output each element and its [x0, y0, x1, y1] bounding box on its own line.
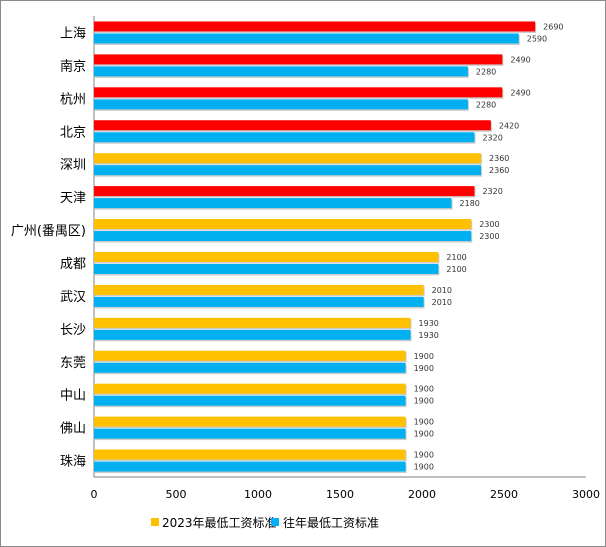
legend-label-2023: 2023年最低工资标准 [162, 516, 277, 530]
bar-previous [94, 198, 452, 209]
data-label-previous: 2300 [479, 232, 499, 241]
category-label: 成都 [60, 257, 86, 272]
data-label-previous: 1900 [414, 364, 434, 373]
data-label-previous: 2360 [489, 166, 509, 175]
category-label: 南京 [60, 58, 86, 74]
bar-2023 [94, 416, 406, 427]
category-label: 中山 [60, 389, 86, 404]
bar-2023 [94, 87, 503, 98]
x-tick-label: 3000 [572, 488, 600, 501]
category-label: 东莞 [60, 356, 86, 371]
x-tick-label: 1000 [244, 488, 272, 501]
data-label-2023: 1900 [414, 418, 434, 427]
data-label-2023: 2490 [510, 55, 530, 64]
bar-2023 [94, 449, 406, 460]
data-label-previous: 2280 [476, 67, 496, 76]
x-tick-label: 0 [91, 488, 98, 501]
bar-2023 [94, 383, 406, 394]
data-label-2023: 2420 [499, 121, 519, 130]
category-label: 北京 [60, 125, 86, 140]
legend-swatch-2023 [151, 518, 159, 526]
x-tick-label: 500 [166, 488, 187, 501]
category-label: 佛山 [60, 422, 86, 437]
bar-previous [94, 362, 406, 373]
data-label-2023: 1900 [414, 352, 434, 361]
category-label: 上海 [60, 26, 86, 41]
bar-previous [94, 33, 519, 44]
data-label-previous: 2180 [460, 199, 480, 208]
bar-previous [94, 165, 482, 176]
bar-previous [94, 329, 411, 340]
bar-2023 [94, 350, 406, 361]
x-tick-label: 2000 [408, 488, 436, 501]
bar-2023 [94, 251, 439, 262]
data-label-2023: 2360 [489, 154, 509, 163]
data-label-2023: 1930 [419, 319, 439, 328]
category-label: 杭州 [60, 92, 86, 107]
bar-previous [94, 428, 406, 439]
data-label-previous: 2100 [446, 265, 466, 274]
data-label-previous: 2010 [432, 298, 452, 307]
category-label: 武汉 [60, 290, 86, 305]
bar-previous [94, 395, 406, 406]
bar-previous [94, 296, 424, 307]
x-tick-label: 1500 [326, 488, 354, 501]
data-label-2023: 2490 [510, 88, 530, 97]
legend-swatch-previous [271, 518, 279, 526]
data-label-previous: 2320 [482, 133, 502, 142]
bar-previous [94, 132, 475, 143]
data-label-previous: 1900 [414, 397, 434, 406]
data-label-previous: 1930 [419, 331, 439, 340]
data-label-2023: 1900 [414, 451, 434, 460]
data-label-2023: 2100 [446, 253, 466, 262]
data-label-2023: 2690 [543, 22, 563, 31]
data-label-2023: 1900 [414, 385, 434, 394]
bar-previous [94, 99, 468, 110]
category-label: 天津 [60, 191, 86, 206]
bar-2023 [94, 317, 411, 328]
data-label-previous: 2280 [476, 100, 496, 109]
bar-2023 [94, 21, 536, 32]
data-label-2023: 2320 [482, 187, 502, 196]
x-tick-label: 2500 [490, 488, 518, 501]
data-label-previous: 2590 [527, 34, 547, 43]
data-label-previous: 1900 [414, 463, 434, 472]
bar-previous [94, 66, 468, 77]
data-label-2023: 2010 [432, 286, 452, 295]
category-label: 广州(番禺区) [11, 224, 86, 239]
bar-2023 [94, 54, 503, 65]
bar-2023 [94, 186, 475, 197]
data-label-2023: 2300 [479, 220, 499, 229]
bar-2023 [94, 284, 424, 295]
bar-previous [94, 461, 406, 472]
bar-2023 [94, 120, 491, 131]
bar-previous [94, 263, 439, 274]
category-label: 深圳 [60, 158, 86, 173]
category-label: 长沙 [60, 323, 86, 338]
bar-previous [94, 231, 472, 242]
category-label: 珠海 [60, 455, 86, 470]
legend-label-previous: 往年最低工资标准 [283, 515, 379, 530]
data-label-previous: 1900 [414, 430, 434, 439]
bar-2023 [94, 219, 472, 230]
bar-2023 [94, 153, 482, 164]
